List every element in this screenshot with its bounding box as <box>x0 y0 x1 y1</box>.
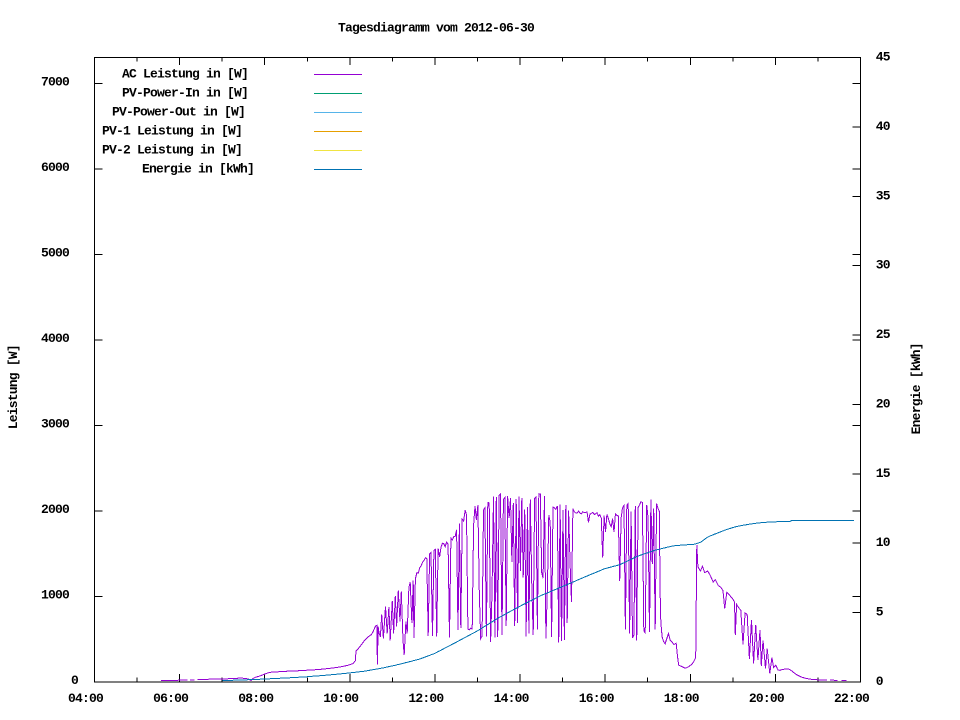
svg-text:0: 0 <box>71 673 79 688</box>
svg-text:04:00: 04:00 <box>68 691 104 706</box>
svg-text:45: 45 <box>876 50 891 65</box>
svg-text:7000: 7000 <box>41 74 70 89</box>
svg-text:22:00: 22:00 <box>834 691 870 706</box>
svg-text:Energie [kWh]: Energie [kWh] <box>909 343 924 434</box>
svg-text:30: 30 <box>876 258 891 273</box>
svg-text:Tagesdiagramm vom 2012-06-30: Tagesdiagramm vom 2012-06-30 <box>338 20 535 35</box>
svg-text:6000: 6000 <box>41 160 70 175</box>
svg-text:Energie in [kWh]: Energie in [kWh] <box>142 162 254 177</box>
svg-text:1000: 1000 <box>41 587 70 602</box>
svg-text:PV-Power-Out in [W]: PV-Power-Out in [W] <box>112 105 245 120</box>
svg-text:PV-Power-In in [W]: PV-Power-In in [W] <box>122 86 248 101</box>
svg-text:15: 15 <box>876 466 891 481</box>
svg-text:12:00: 12:00 <box>408 691 444 706</box>
svg-text:AC Leistung in [W]: AC Leistung in [W] <box>122 67 248 82</box>
svg-text:PV-2 Leistung in [W]: PV-2 Leistung in [W] <box>102 143 242 158</box>
svg-text:18:00: 18:00 <box>664 691 700 706</box>
svg-text:5000: 5000 <box>41 245 70 260</box>
svg-text:2000: 2000 <box>41 502 70 517</box>
svg-text:Leistung [W]: Leistung [W] <box>6 345 21 429</box>
svg-text:3000: 3000 <box>41 416 70 431</box>
svg-text:35: 35 <box>876 188 891 203</box>
svg-text:20:00: 20:00 <box>749 691 785 706</box>
svg-text:10:00: 10:00 <box>323 691 359 706</box>
svg-text:5: 5 <box>876 605 884 620</box>
svg-text:16:00: 16:00 <box>579 691 615 706</box>
svg-text:14:00: 14:00 <box>494 691 530 706</box>
svg-text:20: 20 <box>876 396 891 411</box>
svg-text:25: 25 <box>876 327 891 342</box>
svg-text:10: 10 <box>876 535 891 550</box>
svg-text:0: 0 <box>876 674 884 689</box>
svg-text:08:00: 08:00 <box>238 691 274 706</box>
svg-text:PV-1 Leistung in [W]: PV-1 Leistung in [W] <box>102 124 242 139</box>
svg-text:06:00: 06:00 <box>153 691 189 706</box>
svg-text:40: 40 <box>876 119 891 134</box>
svg-text:4000: 4000 <box>41 331 70 346</box>
